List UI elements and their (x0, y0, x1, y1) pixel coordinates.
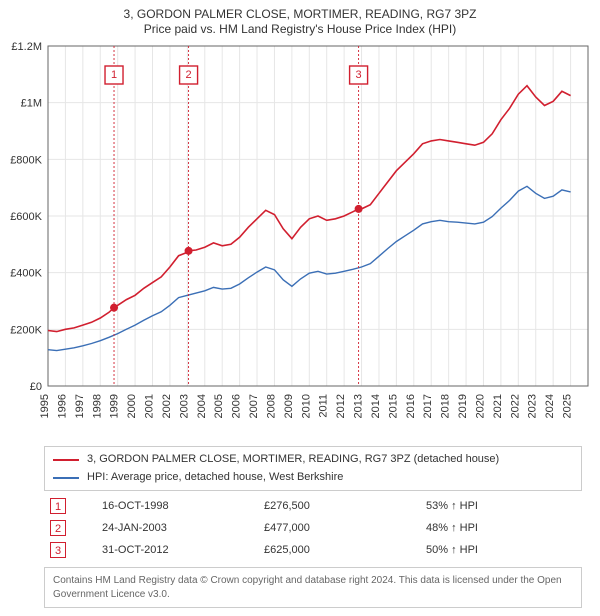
svg-text:2002: 2002 (161, 394, 173, 418)
svg-text:£1M: £1M (21, 98, 42, 110)
legend-item-property: 3, GORDON PALMER CLOSE, MORTIMER, READIN… (53, 451, 573, 469)
svg-text:2000: 2000 (126, 394, 138, 418)
sale-price: £625,000 (258, 539, 420, 561)
sale-pct: 50% ↑ HPI (420, 539, 582, 561)
table-row: 2 24-JAN-2003 £477,000 48% ↑ HPI (44, 517, 582, 539)
svg-text:2022: 2022 (509, 394, 521, 418)
legend-label-property: 3, GORDON PALMER CLOSE, MORTIMER, READIN… (87, 451, 499, 469)
chart-title-line2: Price paid vs. HM Land Registry's House … (0, 22, 600, 42)
svg-text:£800K: £800K (10, 155, 42, 167)
sale-datapoints: 1 16-OCT-1998 £276,500 53% ↑ HPI 2 24-JA… (44, 495, 582, 561)
svg-text:2015: 2015 (387, 394, 399, 418)
svg-text:2019: 2019 (457, 394, 469, 418)
svg-text:2013: 2013 (353, 394, 365, 418)
svg-text:£1.2M: £1.2M (11, 42, 42, 53)
sale-price: £276,500 (258, 495, 420, 517)
svg-text:2021: 2021 (492, 394, 504, 418)
svg-text:2014: 2014 (370, 394, 382, 418)
svg-text:£200K: £200K (10, 325, 42, 337)
svg-text:£0: £0 (30, 381, 42, 393)
svg-text:1995: 1995 (39, 394, 51, 418)
legend-label-hpi: HPI: Average price, detached house, West… (87, 469, 343, 487)
svg-text:3: 3 (356, 69, 362, 81)
svg-text:2017: 2017 (422, 394, 434, 418)
svg-text:£600K: £600K (10, 211, 42, 223)
svg-text:2020: 2020 (474, 394, 486, 418)
legend-swatch-hpi (53, 477, 79, 479)
svg-text:2025: 2025 (562, 394, 574, 418)
svg-text:£400K: £400K (10, 268, 42, 280)
svg-text:1999: 1999 (109, 394, 121, 418)
svg-text:2018: 2018 (440, 394, 452, 418)
svg-text:2011: 2011 (318, 394, 330, 418)
svg-text:1996: 1996 (56, 394, 68, 418)
legend-item-hpi: HPI: Average price, detached house, West… (53, 469, 573, 487)
svg-text:2008: 2008 (265, 394, 277, 418)
chart-container: 3, GORDON PALMER CLOSE, MORTIMER, READIN… (0, 0, 600, 608)
svg-text:2005: 2005 (213, 394, 225, 418)
svg-text:2023: 2023 (527, 394, 539, 418)
table-row: 3 31-OCT-2012 £625,000 50% ↑ HPI (44, 539, 582, 561)
chart-title-line1: 3, GORDON PALMER CLOSE, MORTIMER, READIN… (0, 0, 600, 22)
svg-text:2006: 2006 (231, 394, 243, 418)
chart-svg: £0 £200K £400K £600K £800K £1M £1.2M 1995 1996 19… (0, 42, 600, 440)
svg-text:2007: 2007 (248, 394, 260, 418)
svg-text:2016: 2016 (405, 394, 417, 418)
svg-text:1: 1 (111, 69, 117, 81)
sale-pct: 53% ↑ HPI (420, 495, 582, 517)
svg-text:2010: 2010 (300, 394, 312, 418)
sale-price: £477,000 (258, 517, 420, 539)
svg-text:2012: 2012 (335, 394, 347, 418)
table-row: 1 16-OCT-1998 £276,500 53% ↑ HPI (44, 495, 582, 517)
attribution-box: Contains HM Land Registry data © Crown c… (44, 567, 582, 608)
marker-badge: 3 (50, 542, 66, 558)
svg-text:1998: 1998 (91, 394, 103, 418)
svg-text:2001: 2001 (144, 394, 156, 418)
sale-date: 16-OCT-1998 (96, 495, 258, 517)
chart-plot-area: £0 £200K £400K £600K £800K £1M £1.2M 1995 1996 19… (0, 42, 600, 440)
legend-box: 3, GORDON PALMER CLOSE, MORTIMER, READIN… (44, 446, 582, 491)
svg-text:2004: 2004 (196, 394, 208, 418)
sale-pct: 48% ↑ HPI (420, 517, 582, 539)
svg-text:2024: 2024 (544, 394, 556, 418)
legend-swatch-property (53, 459, 79, 461)
marker-badge: 2 (50, 520, 66, 536)
marker-badge: 1 (50, 498, 66, 514)
svg-text:1997: 1997 (74, 394, 86, 418)
svg-text:2: 2 (186, 69, 192, 81)
svg-text:2009: 2009 (283, 394, 295, 418)
sale-date: 31-OCT-2012 (96, 539, 258, 561)
svg-text:2003: 2003 (178, 394, 190, 418)
sale-date: 24-JAN-2003 (96, 517, 258, 539)
